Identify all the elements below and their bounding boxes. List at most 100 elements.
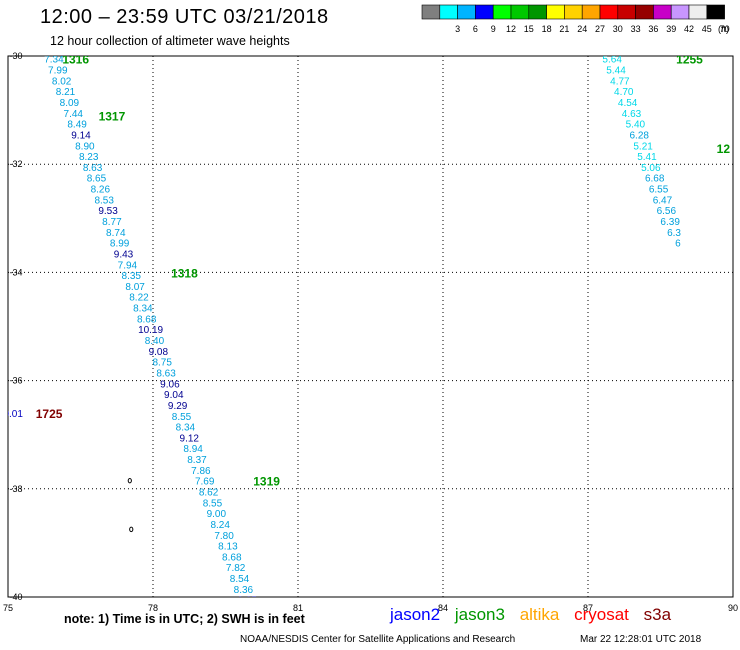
legend-label: 42: [684, 24, 694, 34]
wave-height-label: 8.99: [110, 239, 130, 250]
time-label: 1255: [676, 53, 703, 67]
wave-height-label: 8.55: [203, 498, 223, 509]
satellite-s3a: s3a: [643, 605, 672, 624]
wave-height-label: 6.3: [667, 228, 681, 239]
wave-height-label: 8.23: [79, 152, 99, 163]
wave-height-label: 6.68: [645, 174, 665, 185]
wave-height-label: 8.35: [122, 271, 142, 282]
wave-height-label: 4.70: [614, 87, 634, 98]
wave-height-label: 7.44: [64, 109, 84, 120]
time-label: 1317: [99, 110, 126, 124]
wave-height-label: 6.28: [629, 130, 649, 141]
y-tick-label: -38: [9, 484, 22, 494]
wave-height-label: 9.29: [168, 401, 188, 412]
wave-height-label: 8.07: [125, 282, 145, 293]
time-label: 1318: [171, 266, 198, 280]
satellite-jason3: jason3: [454, 605, 505, 624]
wave-height-label: 6: [675, 239, 681, 250]
wave-height-label: 9.00: [207, 509, 227, 520]
wave-height-label: 8.37: [187, 455, 207, 466]
time-label: 1320: [306, 621, 333, 635]
time-label: 12: [717, 142, 731, 156]
wave-height-label: 5.44: [606, 66, 626, 77]
note-text: note: 1) Time is in UTC; 2) SWH is in fe…: [64, 612, 305, 626]
wave-height-label: 8.26: [91, 185, 111, 196]
wave-height-label: 6.55: [649, 185, 669, 196]
wave-height-label: 6.39: [660, 217, 680, 228]
y-tick-label: -40: [9, 592, 22, 602]
legend-label: 45: [702, 24, 712, 34]
satellite-cryosat: cryosat: [574, 605, 629, 624]
wave-height-label: 7.94: [118, 260, 138, 271]
wave-height-label: 7.86: [191, 466, 211, 477]
wave-height-label: 8.65: [87, 174, 107, 185]
wave-height-label: 5.40: [626, 120, 646, 131]
legend-label: 9: [491, 24, 496, 34]
wave-height-label: 5.06: [641, 163, 661, 174]
wave-height-label: 8.63: [156, 368, 176, 379]
color-legend: 3 6 9 12 15 18 21 24 27 30 33 36 39 42 45 70(ft): [421, 4, 730, 34]
legend-label: 27: [595, 24, 605, 34]
wave-height-label: 8.53: [94, 195, 114, 206]
wave-height-label: 8.36: [234, 585, 254, 596]
wave-height-label: 8.62: [199, 488, 219, 499]
y-tick-label: -34: [9, 267, 22, 277]
wave-height-label: 8.24: [210, 520, 230, 531]
x-tick-label: 84: [438, 603, 448, 613]
wave-height-label: 4.63: [622, 109, 642, 120]
wave-height-label: 5.21: [633, 141, 653, 152]
wave-height-label: 8.68: [222, 552, 242, 563]
legend-swatch: [706, 4, 725, 20]
wave-height-label: 7.34: [44, 55, 64, 66]
satellite-altika: altika: [519, 605, 560, 624]
legend-label: 3: [455, 24, 460, 34]
wave-height-label: 9.05: [238, 596, 258, 607]
track-1255: 5.645.444.774.704.544.635.406.285.215.41…: [602, 53, 731, 250]
page-subtitle: 12 hour collection of altimeter wave hei…: [50, 34, 290, 48]
wave-height-label: 7.82: [226, 563, 246, 574]
wave-height-label: 9.43: [114, 249, 134, 260]
y-tick-label: -36: [9, 376, 22, 386]
satellite-legend: jason2 jason3 altika cryosat s3a: [390, 605, 681, 625]
wave-height-label: 7.80: [214, 531, 234, 542]
x-tick-label: 87: [583, 603, 593, 613]
legend-label: 15: [524, 24, 534, 34]
island-outline: [129, 526, 134, 533]
wave-height-label: 8.68: [137, 314, 157, 325]
wave-height-label: 10.19: [138, 325, 163, 336]
wave-height-label: 8.34: [176, 423, 196, 434]
wave-height-label: 8.22: [129, 293, 149, 304]
wave-height-label: 8.90: [75, 141, 95, 152]
wave-height-label: 6.47: [653, 195, 673, 206]
plot-frame: [7, 55, 734, 598]
legend-label: 36: [648, 24, 658, 34]
time-label: 1319: [253, 475, 280, 489]
wave-height-label: 8.02: [52, 76, 72, 87]
wave-height-label: 10.01: [0, 409, 23, 420]
legend-label: 21: [559, 24, 569, 34]
x-tick-label: 78: [148, 603, 158, 613]
wave-height-label: 8.74: [106, 228, 126, 239]
y-tick-label: -30: [9, 51, 22, 61]
wave-height-label: 9.53: [98, 206, 118, 217]
x-tick-label: 90: [728, 603, 738, 613]
wave-height-label: 8.40: [145, 336, 165, 347]
wave-height-label: 8.55: [172, 412, 192, 423]
wave-height-label: 9.08: [149, 347, 169, 358]
satellite-jason2: jason2: [390, 605, 441, 624]
wave-height-label: 9.12: [180, 433, 200, 444]
time-label: 1316: [62, 53, 89, 67]
wave-height-label: 9.06: [160, 379, 180, 390]
wave-height-label: 5.41: [637, 152, 657, 163]
time-label: 1725: [36, 407, 63, 421]
legend-label: 12: [506, 24, 516, 34]
wave-height-label: 8.34: [133, 304, 153, 315]
legend-label: 18: [542, 24, 552, 34]
wave-height-label: 5.64: [602, 55, 622, 66]
created-timestamp: Mar 22 12:28:01 UTC 2018: [580, 634, 702, 645]
wave-height-label: 8.21: [56, 87, 76, 98]
y-tick-label: -32: [9, 159, 22, 169]
x-tick-label: 75: [3, 603, 13, 613]
wave-height-label: 6.56: [657, 206, 677, 217]
legend-label: 6: [473, 24, 478, 34]
